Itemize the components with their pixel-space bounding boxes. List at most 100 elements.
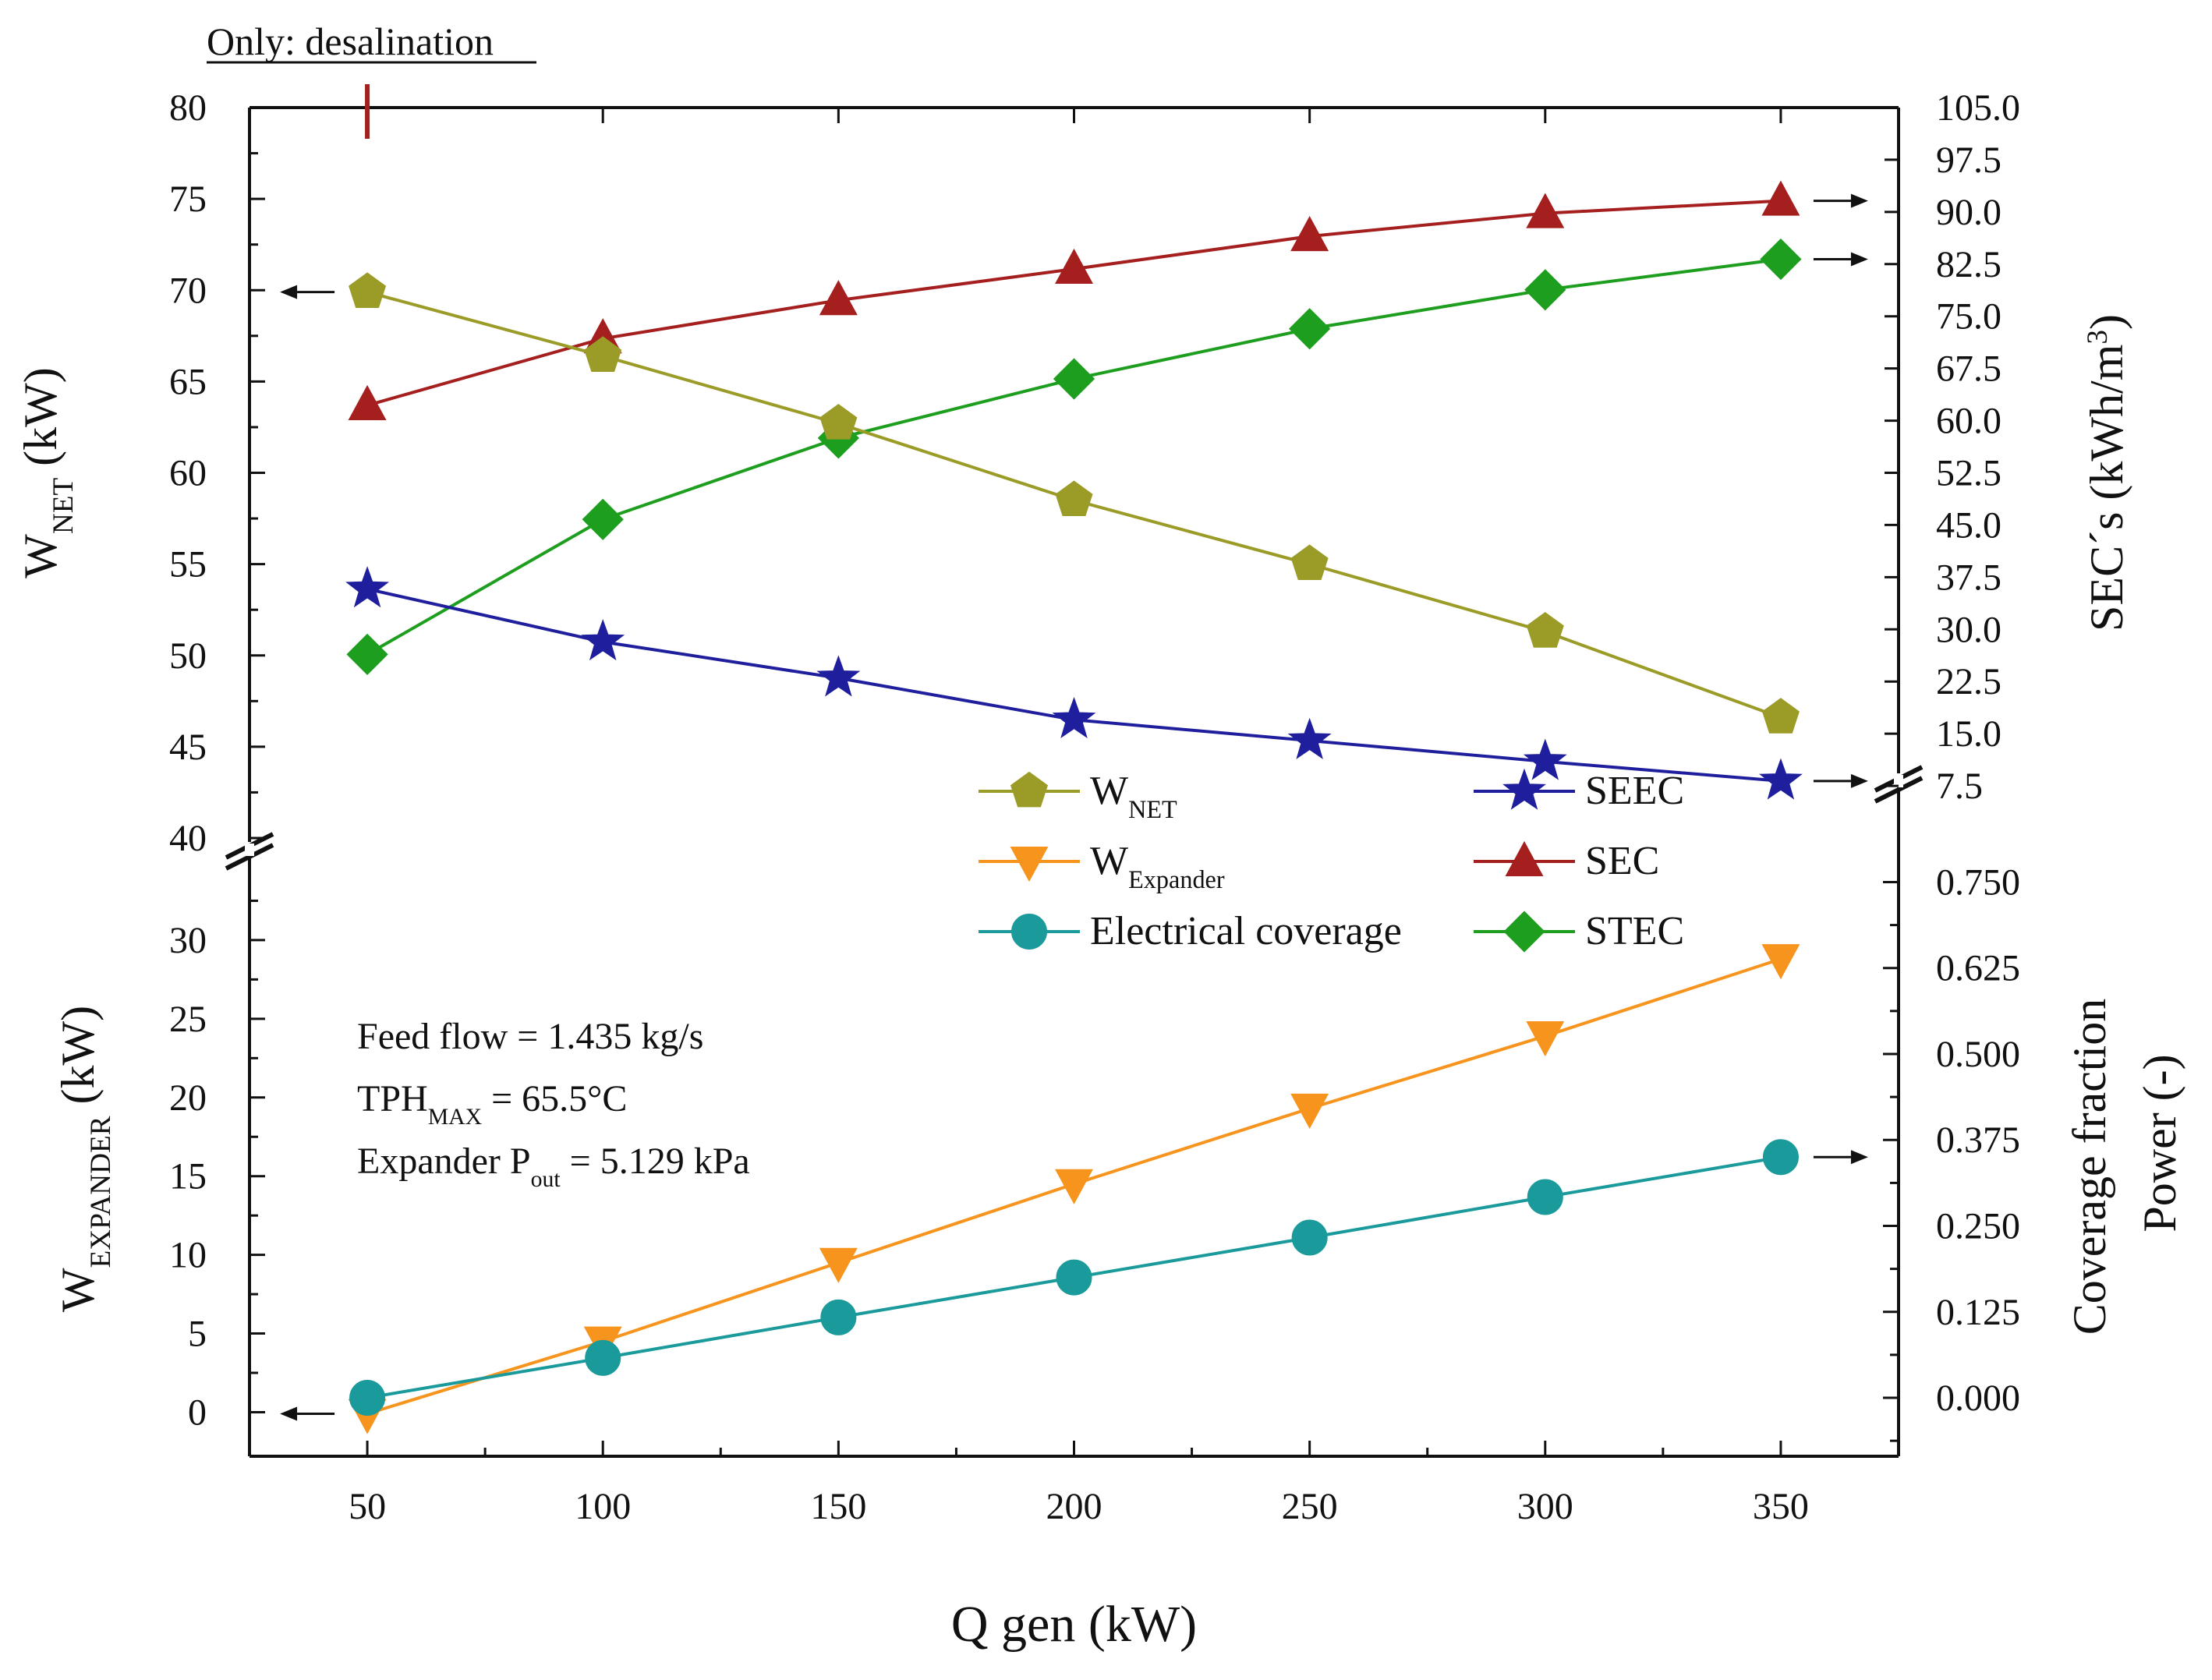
wnet-axis-arrow-head [280, 285, 298, 299]
y-left-lower-tick-label: 25 [169, 999, 207, 1040]
y-right-lower-axis-label-line2: Power (-) [2134, 1054, 2185, 1232]
sec-series-point [1055, 248, 1093, 285]
sec-series-point [819, 280, 858, 316]
sec-axis-arrow-head [1850, 193, 1868, 208]
legend-item-wnet: WNET [979, 769, 1177, 823]
legend-swatch-marker [1503, 911, 1545, 953]
wnet-series-point [584, 336, 622, 372]
y-left-upper-tick-label: 55 [169, 544, 207, 585]
legend-item-stec: STEC [1474, 909, 1684, 953]
seec-series-line [366, 587, 1782, 783]
sec-series-point [348, 384, 387, 420]
x-tick-label: 50 [349, 1486, 386, 1527]
y-right-lower-tick-label: 0.625 [1936, 948, 2020, 989]
electrical-coverage-series-point [1056, 1259, 1092, 1296]
seec-series-point [1052, 696, 1096, 739]
legend: WNET SEEC WExpander SEC Electrical coverage S… [979, 768, 1684, 953]
seec-axis-arrow-head [1850, 773, 1868, 788]
wexpander-series-point [1290, 1093, 1329, 1130]
wexpander-series-point [1526, 1021, 1565, 1057]
y-left-upper-tick-label: 80 [169, 87, 207, 129]
wnet-series-point [1290, 544, 1329, 581]
y-right-upper-tick-label: 60.0 [1936, 401, 2001, 442]
seec-series-point [1523, 738, 1567, 780]
series-layer [345, 180, 1803, 1434]
legend-item-elec: Electrical coverage [979, 909, 1402, 953]
legend-swatch-marker [1011, 914, 1047, 950]
wnet-series-point [819, 404, 858, 440]
wexpander-series-point [819, 1247, 858, 1283]
seec-series-point [1287, 717, 1332, 759]
wexpander-axis-arrow-head [280, 1406, 298, 1421]
electrical-coverage-axis-arrow-head [1850, 1150, 1868, 1165]
y-left-upper-tick-label: 40 [169, 818, 207, 859]
y-right-lower-tick-label: 0.000 [1936, 1378, 2020, 1419]
y-right-lower-tick-label: 0.750 [1936, 861, 2020, 903]
y-left-lower-tick-label: 20 [169, 1077, 207, 1119]
wnet-series-point [1761, 698, 1800, 734]
y-left-upper-tick-label: 65 [169, 361, 207, 402]
x-tick-label: 150 [810, 1486, 866, 1527]
textbox-tph-max: TPHMAX = 65.5°C [357, 1078, 627, 1130]
legend-swatch-marker [1010, 771, 1049, 808]
x-tick-label: 350 [1753, 1486, 1809, 1527]
right-axis-break-mark [1874, 776, 1924, 804]
y-left-lower-tick-label: 30 [169, 920, 207, 961]
sec-series-point [1526, 193, 1565, 228]
y-right-lower-tick-label: 0.250 [1936, 1206, 2020, 1247]
left-axis-break-gap [245, 844, 254, 856]
x-axis-label: Q gen (kW) [951, 1596, 1197, 1653]
y-right-lower-tick-label: 0.375 [1936, 1119, 2020, 1161]
x-tick-label: 200 [1046, 1486, 1102, 1527]
seec-series-point [345, 566, 389, 608]
right-axis-break-gap [1894, 775, 1903, 787]
legend-item-sec: SEC [1474, 839, 1659, 883]
seec-series-point [1759, 758, 1803, 800]
y-left-upper-tick-label: 60 [169, 453, 207, 494]
legend-swatch-marker [1505, 840, 1544, 876]
stec-series-point [1760, 238, 1802, 281]
stec-axis-arrow-head [1850, 252, 1868, 267]
electrical-coverage-series-point [820, 1299, 857, 1335]
stec-series-point [1289, 308, 1331, 350]
wnet-series-point [1055, 480, 1093, 517]
stec-series-point [582, 498, 624, 540]
y-right-upper-tick-label: 97.5 [1936, 140, 2001, 181]
wexpander-series-point [1055, 1169, 1093, 1204]
stec-series-point [1053, 358, 1095, 400]
y-right-upper-tick-label: 45.0 [1936, 504, 2001, 546]
y-right-upper-tick-label: 75.0 [1936, 296, 2001, 338]
legend-label-sec: SEC [1585, 839, 1659, 883]
y-right-upper-tick-label: 22.5 [1936, 661, 2001, 702]
legend-label-seec: SEEC [1585, 769, 1684, 813]
textbox-feed-flow: Feed flow = 1.435 kg/s [357, 1016, 703, 1057]
legend-label-wnet: WNET [1090, 769, 1177, 823]
electrical-coverage-series-point [349, 1380, 386, 1417]
sec-series-point [1761, 180, 1800, 216]
annotation-only-desalination: Only: desalination [207, 19, 494, 63]
legend-swatch-marker [1010, 847, 1049, 882]
y-left-lower-tick-label: 0 [188, 1392, 207, 1433]
legend-label-stec: STEC [1585, 909, 1684, 953]
y-right-lower-tick-label: 0.500 [1936, 1034, 2020, 1075]
x-tick-label: 100 [575, 1486, 631, 1527]
y-right-upper-tick-label: 67.5 [1936, 348, 2001, 390]
y-right-upper-tick-label: 105.0 [1936, 87, 2020, 129]
electrical-coverage-series-point [1527, 1179, 1563, 1215]
legend-label-elec: Electrical coverage [1090, 909, 1402, 953]
wnet-series-point [349, 272, 387, 309]
y-left-upper-axis-label: WNET (kW) [15, 367, 80, 578]
y-left-upper-tick-label: 70 [169, 270, 207, 311]
electrical-coverage-series-point [585, 1339, 621, 1376]
y-left-upper-tick-label: 45 [169, 727, 207, 768]
y-right-upper-tick-label: 37.5 [1936, 557, 2001, 598]
y-left-lower-axis-label: WEXPANDER (kW) [52, 1006, 117, 1312]
y-right-upper-tick-label: 30.0 [1936, 609, 2001, 650]
sec-series-point [1290, 215, 1329, 252]
electrical-coverage-series-point [1291, 1219, 1328, 1256]
x-tick-label: 250 [1282, 1486, 1338, 1527]
wnet-series-point [1526, 612, 1564, 648]
